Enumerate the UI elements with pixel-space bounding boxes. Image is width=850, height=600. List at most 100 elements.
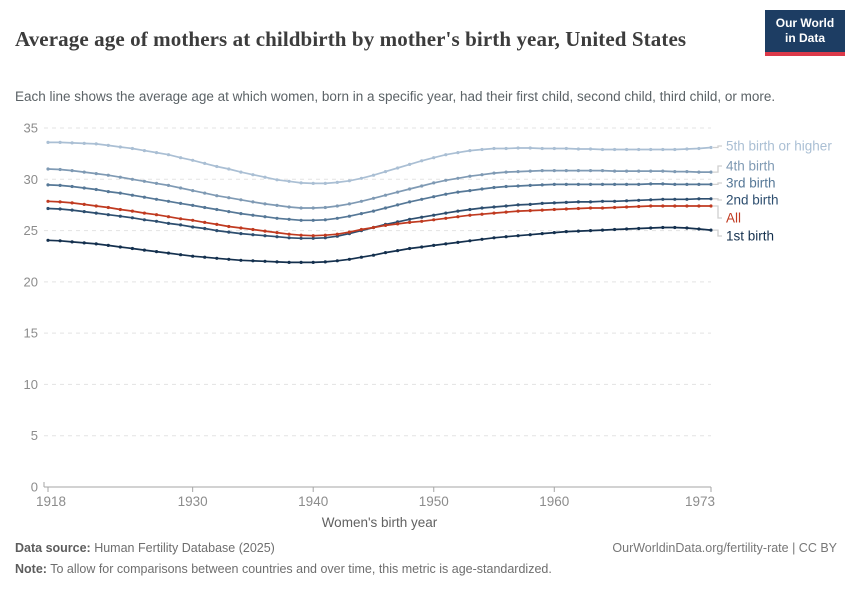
y-axis-tick-label: 5: [31, 428, 38, 443]
series-point-3rd-birth: [576, 182, 581, 186]
series-point-4th-birth: [299, 206, 303, 210]
series-point-4th-birth: [600, 169, 605, 173]
series-point-5th-birth-or-higher: [118, 145, 122, 149]
series-line-4th-birth[interactable]: [47, 168, 711, 209]
legend-label-3rd-birth[interactable]: 3rd birth: [726, 176, 776, 191]
series-point-all: [142, 211, 146, 215]
series-point-2nd-birth: [130, 216, 134, 220]
series-point-4th-birth: [504, 170, 508, 174]
series-point-5th-birth-or-higher: [323, 181, 327, 185]
series-line-5th-birth-or-higher[interactable]: [48, 141, 712, 185]
legend-label-2nd-birth[interactable]: 2nd birth: [726, 193, 779, 208]
y-axis-tick-label: 10: [24, 377, 38, 392]
series-point-all: [263, 229, 267, 233]
series-point-4th-birth: [444, 178, 448, 182]
series-point-all: [492, 211, 496, 215]
legend-label-5th-birth-or-higher[interactable]: 5th birth or higher: [726, 139, 832, 154]
series-point-4th-birth: [275, 203, 279, 207]
series-point-5th-birth-or-higher: [335, 180, 339, 184]
series-point-5th-birth-or-higher: [673, 147, 677, 152]
series-point-4th-birth: [46, 167, 50, 171]
series-point-1st-birth: [613, 227, 617, 232]
series-point-5th-birth-or-higher: [251, 173, 255, 177]
series-point-3rd-birth: [420, 197, 424, 201]
owid-logo[interactable]: Our World in Data: [765, 10, 845, 56]
series-point-4th-birth: [311, 206, 315, 210]
series-point-2nd-birth: [492, 205, 496, 209]
series-point-3rd-birth: [191, 203, 195, 207]
legend-label-4th-birth[interactable]: 4th birth: [726, 159, 775, 174]
series-point-1st-birth: [251, 259, 255, 263]
series-point-2nd-birth: [70, 208, 74, 212]
owid-logo-line1: Our World: [775, 16, 835, 30]
series-point-5th-birth-or-higher: [227, 167, 231, 171]
series-point-5th-birth-or-higher: [70, 141, 74, 145]
series-point-1st-birth: [709, 228, 713, 232]
series-point-all: [564, 207, 568, 211]
series-point-1st-birth: [239, 258, 243, 262]
series-point-4th-birth: [118, 175, 122, 179]
series-line-3rd-birth[interactable]: [47, 183, 711, 222]
series-line-all[interactable]: [47, 200, 711, 237]
series-point-5th-birth-or-higher: [528, 146, 532, 150]
series-point-4th-birth: [420, 184, 424, 188]
series-point-4th-birth: [637, 169, 641, 173]
series-point-2nd-birth: [504, 204, 508, 208]
series-point-4th-birth: [58, 167, 62, 172]
series-point-3rd-birth: [82, 186, 86, 190]
legend-connector-3rd-birth: [713, 182, 722, 186]
series-point-2nd-birth: [420, 215, 424, 219]
series-point-2nd-birth: [203, 226, 207, 231]
series-point-4th-birth: [82, 170, 86, 174]
series-point-4th-birth: [673, 170, 677, 174]
series-point-3rd-birth: [528, 183, 532, 187]
series-point-2nd-birth: [673, 197, 677, 201]
series-point-3rd-birth: [649, 182, 653, 186]
series-point-all: [299, 233, 303, 237]
series-point-3rd-birth: [227, 210, 231, 214]
series-point-3rd-birth: [371, 209, 376, 213]
series-point-3rd-birth: [480, 187, 484, 191]
series-point-4th-birth: [166, 183, 171, 187]
series-point-3rd-birth: [697, 182, 701, 186]
series-point-4th-birth: [347, 202, 351, 206]
series-point-all: [215, 222, 219, 226]
series-point-4th-birth: [468, 174, 472, 178]
series-point-3rd-birth: [468, 189, 472, 193]
series-point-1st-birth: [552, 231, 556, 235]
series-point-3rd-birth: [432, 195, 436, 199]
series-point-5th-birth-or-higher: [649, 147, 653, 152]
series-point-5th-birth-or-higher: [347, 179, 351, 183]
series-point-1st-birth: [82, 241, 86, 245]
series-point-5th-birth-or-higher: [106, 143, 110, 147]
series-point-all: [444, 216, 448, 220]
series-point-all: [516, 209, 520, 213]
series-point-5th-birth-or-higher: [299, 181, 303, 185]
series-point-3rd-birth: [516, 184, 520, 188]
series-point-2nd-birth: [552, 201, 556, 205]
series-point-3rd-birth: [383, 206, 388, 210]
series-point-4th-birth: [70, 169, 74, 173]
series-point-all: [323, 233, 327, 237]
series-point-3rd-birth: [58, 183, 62, 187]
y-axis-tick-label: 20: [24, 274, 38, 289]
series-point-4th-birth: [130, 177, 134, 181]
series-point-3rd-birth: [444, 192, 448, 196]
series-point-3rd-birth: [275, 216, 279, 220]
series-point-5th-birth-or-higher: [468, 149, 472, 153]
series-point-1st-birth: [600, 228, 605, 232]
series-line-2nd-birth[interactable]: [47, 197, 711, 240]
series-point-1st-birth: [311, 260, 315, 264]
series-point-3rd-birth: [94, 187, 98, 192]
legend-label-all[interactable]: All: [726, 211, 741, 226]
legend-label-1st-birth[interactable]: 1st birth: [726, 229, 774, 244]
series-point-2nd-birth: [540, 201, 544, 205]
series-line-1st-birth[interactable]: [47, 226, 712, 264]
series-point-2nd-birth: [444, 211, 448, 215]
series-point-1st-birth: [456, 240, 460, 244]
series-point-2nd-birth: [516, 203, 520, 207]
owid-link[interactable]: OurWorldinData.org/fertility-rate | CC B…: [612, 541, 837, 555]
series-point-1st-birth: [685, 226, 689, 230]
chart-footer: Data source: Human Fertility Database (2…: [15, 541, 837, 576]
